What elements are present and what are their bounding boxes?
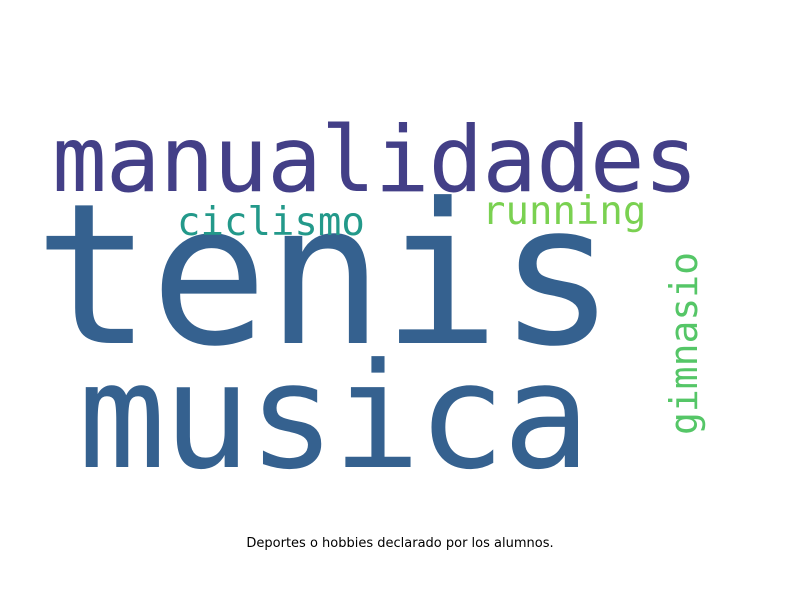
word-ciclismo: ciclismo: [177, 200, 365, 245]
word-musica: musica: [78, 332, 590, 502]
word-gimnasio: gimnasio: [662, 251, 706, 435]
figure-caption: Deportes o hobbies declarado por los alu…: [246, 536, 554, 551]
word-manualidades: manualidades: [52, 108, 698, 213]
word-tenis: tenis: [34, 162, 616, 390]
word-running: running: [482, 189, 647, 234]
